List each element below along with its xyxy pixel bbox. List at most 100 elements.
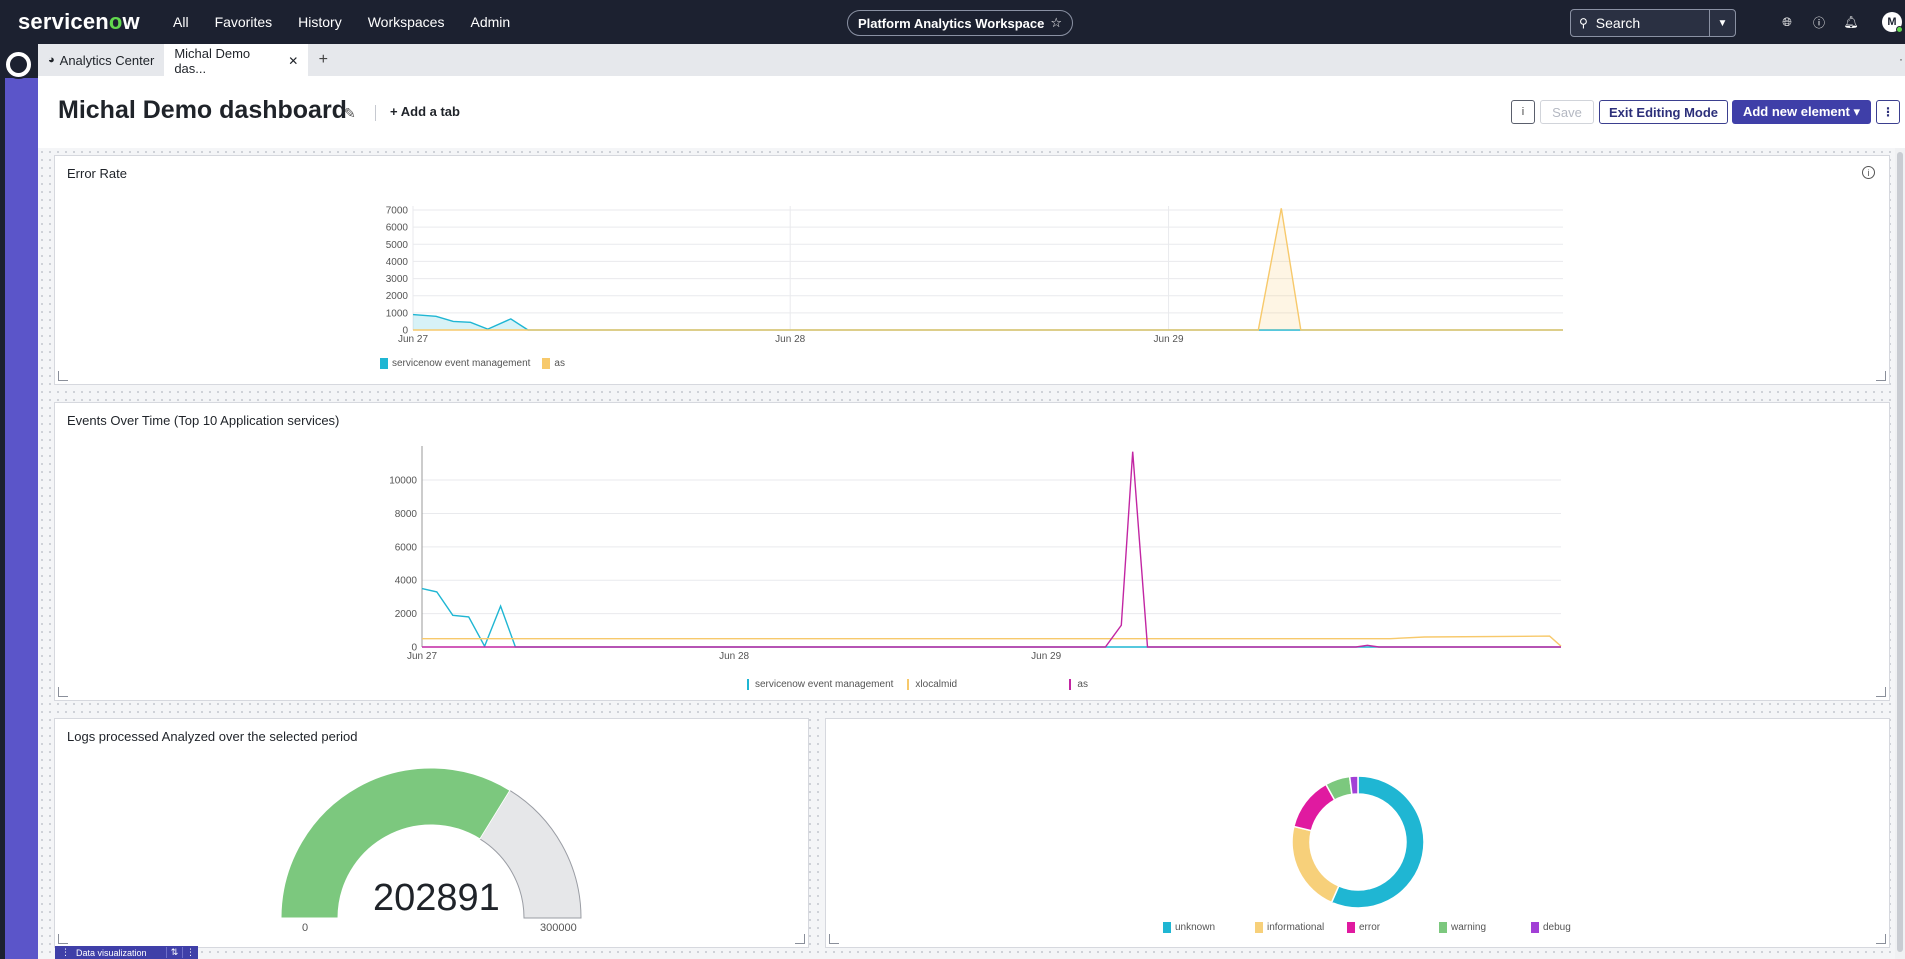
legend-item[interactable]: as: [1069, 679, 1088, 690]
events-over-time-chart: 0 2000 4000 6000 8000 10000 Jun 27 Jun 28 Jun 29: [389, 446, 1562, 662]
more-options-icon[interactable]: ⋮: [1876, 100, 1900, 124]
more-icon[interactable]: ⋮: [182, 947, 198, 958]
donut-slice: [1348, 775, 1359, 796]
y-tick-label: 1000: [386, 308, 409, 319]
series-line: [421, 587, 1561, 648]
gauge-max: 300000: [540, 922, 577, 934]
error-rate-chart: 0 1000 2000 3000 4000 5000 6000 7000 Jun 27 Jun 2…: [386, 206, 1563, 345]
severity-donut-card[interactable]: unknown informational error warning debu…: [825, 718, 1890, 948]
legend-item[interactable]: xlocalmid: [907, 679, 1057, 690]
resize-handle[interactable]: [58, 687, 68, 697]
gauge-min: 0: [302, 922, 309, 934]
help-icon[interactable]: ⓘ: [1812, 15, 1825, 30]
edit-title-icon[interactable]: ✎: [344, 105, 356, 121]
nav-admin[interactable]: Admin: [470, 14, 511, 30]
y-tick-label: 0: [402, 326, 408, 337]
save-button[interactable]: Save: [1540, 100, 1594, 124]
series-line: [413, 208, 1563, 331]
user-avatar[interactable]: M: [1882, 12, 1903, 33]
legend-item[interactable]: warning: [1439, 922, 1519, 933]
bell-icon[interactable]: 🔔︎: [1843, 15, 1859, 29]
donut-slice: [1291, 825, 1340, 904]
global-search[interactable]: ⚲ Search ▼: [1570, 9, 1736, 37]
severity-donut-chart: [1291, 775, 1425, 909]
legend-item[interactable]: as: [542, 358, 565, 369]
info-icon[interactable]: i: [1511, 100, 1535, 124]
servicenow-logo[interactable]: servicenow: [18, 9, 140, 34]
top-navigation-bar: servicenow All Favorites History Workspa…: [0, 0, 1905, 44]
data-visualization-label: Data visualization: [76, 947, 147, 958]
events-legend: servicenow event management xlocalmid as: [747, 679, 1100, 690]
resize-handle[interactable]: [795, 934, 805, 944]
y-tick-label: 4000: [395, 576, 418, 587]
card-title: Logs processed Analyzed over the selecte…: [67, 729, 358, 744]
add-tab-icon[interactable]: +: [318, 51, 328, 68]
legend-item[interactable]: servicenow event management: [380, 358, 530, 369]
tab-overflow-icon[interactable]: ·: [1899, 52, 1903, 66]
nav-all[interactable]: All: [173, 14, 189, 30]
nav-favorites[interactable]: Favorites: [214, 14, 273, 30]
filter-icon[interactable]: ⇅: [166, 947, 182, 958]
card-title: Error Rate: [67, 166, 127, 181]
analytics-home-icon[interactable]: [4, 50, 33, 79]
workspace-pill[interactable]: Platform Analytics Workspace ☆: [847, 10, 1073, 36]
y-tick-label: 2000: [395, 609, 418, 620]
resize-handle[interactable]: [1876, 687, 1886, 697]
info-icon[interactable]: i: [1862, 166, 1875, 179]
resize-handle[interactable]: [1876, 371, 1886, 381]
legend-item[interactable]: informational: [1255, 922, 1335, 933]
workspace-label: Platform Analytics Workspace: [857, 15, 1045, 31]
y-tick-label: 2000: [386, 291, 409, 302]
legend-item[interactable]: unknown: [1163, 922, 1243, 933]
resize-handle[interactable]: [58, 934, 68, 944]
add-a-tab-button[interactable]: + Add a tab: [390, 104, 460, 119]
nav-icon-group: 🌐︎ ⓘ 🔔︎: [1778, 13, 1874, 31]
divider: [375, 105, 376, 121]
data-visualization-toolbar[interactable]: ⋮ Data visualization ⇅ ⋮: [55, 946, 198, 959]
search-input[interactable]: Search: [1595, 15, 1641, 31]
star-icon[interactable]: ☆: [1050, 15, 1063, 30]
y-tick-label: 6000: [386, 223, 409, 234]
nav-workspaces[interactable]: Workspaces: [367, 14, 445, 30]
resize-handle[interactable]: [1876, 934, 1886, 944]
left-rail: [0, 44, 38, 959]
y-tick-label: 8000: [395, 509, 418, 520]
logs-gauge: [280, 767, 582, 919]
legend-item[interactable]: error: [1347, 922, 1427, 933]
main-menu: All Favorites History Workspaces Admin: [173, 14, 536, 30]
search-icon: ⚲: [1579, 16, 1588, 30]
gauge-track: [479, 789, 582, 919]
nav-history[interactable]: History: [298, 14, 342, 30]
vertical-scrollbar[interactable]: [1895, 148, 1905, 959]
legend-item[interactable]: debug: [1531, 922, 1571, 933]
y-tick-label: 4000: [386, 257, 409, 268]
tab-analytics-center[interactable]: ◕ Analytics Center: [48, 52, 155, 68]
resize-handle[interactable]: [829, 934, 839, 944]
add-new-element-button[interactable]: Add new element ▾: [1732, 100, 1871, 124]
legend-item[interactable]: servicenow event management: [747, 679, 893, 690]
page-title: Michal Demo dashboard: [58, 96, 347, 124]
severity-legend: unknown informational error warning debu…: [1163, 922, 1583, 933]
globe-icon[interactable]: 🌐︎: [1782, 14, 1792, 29]
tab-michal-demo[interactable]: Michal Demo das... ✕: [164, 44, 309, 76]
x-tick-label: Jun 28: [719, 651, 749, 662]
drag-handle-icon[interactable]: ⋮: [61, 947, 70, 957]
logs-processed-card[interactable]: Logs processed Analyzed over the selecte…: [54, 718, 809, 948]
donut-slice: [1292, 783, 1336, 832]
y-tick-label: 7000: [386, 206, 409, 217]
x-tick-label: Jun 29: [1031, 651, 1061, 662]
x-tick-label: Jun 28: [775, 334, 805, 345]
gauge-value: 202891: [373, 877, 500, 919]
events-over-time-card[interactable]: Events Over Time (Top 10 Application ser…: [54, 402, 1890, 701]
exit-editing-button[interactable]: Exit Editing Mode: [1599, 100, 1728, 124]
resize-handle[interactable]: [58, 371, 68, 381]
rail-accent: [5, 78, 38, 959]
close-icon[interactable]: ✕: [288, 54, 299, 68]
status-dot: [1896, 26, 1903, 33]
dashboard-header: Michal Demo dashboard ✎ + Add a tab i Sa…: [38, 76, 1905, 148]
error-rate-card[interactable]: Error Rate i 0 1000 2000 3000 4000 5000 6000 70…: [54, 155, 1890, 385]
series-area: [413, 208, 1563, 330]
x-tick-label: Jun 29: [1154, 334, 1184, 345]
series-line: [422, 451, 1561, 648]
search-scope-chevron-icon[interactable]: ▼: [1709, 10, 1735, 36]
